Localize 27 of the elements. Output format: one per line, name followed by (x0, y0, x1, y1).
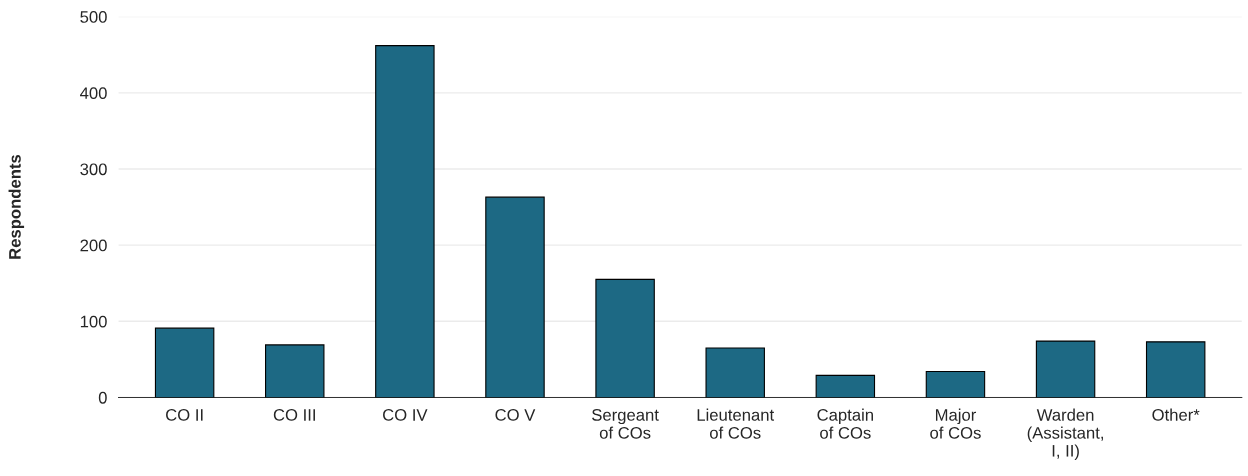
x-tick-label: CO II (166, 409, 203, 421)
x-tick-label: Captain of COs (817, 408, 873, 439)
bar (1035, 340, 1096, 398)
bar (705, 347, 765, 398)
bar (154, 327, 215, 398)
bar (265, 344, 325, 398)
bar (1145, 341, 1206, 398)
x-tick-label: CO III (273, 409, 315, 421)
x-tick-label: Other* (1152, 408, 1200, 421)
y-tick-label: 500 (80, 11, 107, 23)
y-axis-title: Respondents (8, 154, 25, 259)
y-tick-label: 300 (80, 163, 107, 176)
y-tick-label: 0 (98, 391, 107, 404)
bar (815, 374, 876, 398)
x-tick-label: Major of COs (930, 408, 981, 439)
y-tick-label: 100 (80, 315, 107, 328)
x-tick-label: CO V (495, 409, 536, 421)
bar (485, 196, 545, 398)
y-tick-label: 400 (80, 87, 107, 100)
x-tick-label: Lieutenant of COs (697, 408, 775, 439)
bar (925, 371, 986, 398)
x-tick-label: CO IV (383, 409, 428, 421)
bar (375, 45, 435, 398)
x-tick-label: Sergeant of COs (592, 409, 659, 439)
bar (595, 278, 655, 398)
x-tick-label: Warden (Assistant, I, II) (1027, 408, 1103, 460)
y-tick-label: 200 (80, 239, 107, 252)
